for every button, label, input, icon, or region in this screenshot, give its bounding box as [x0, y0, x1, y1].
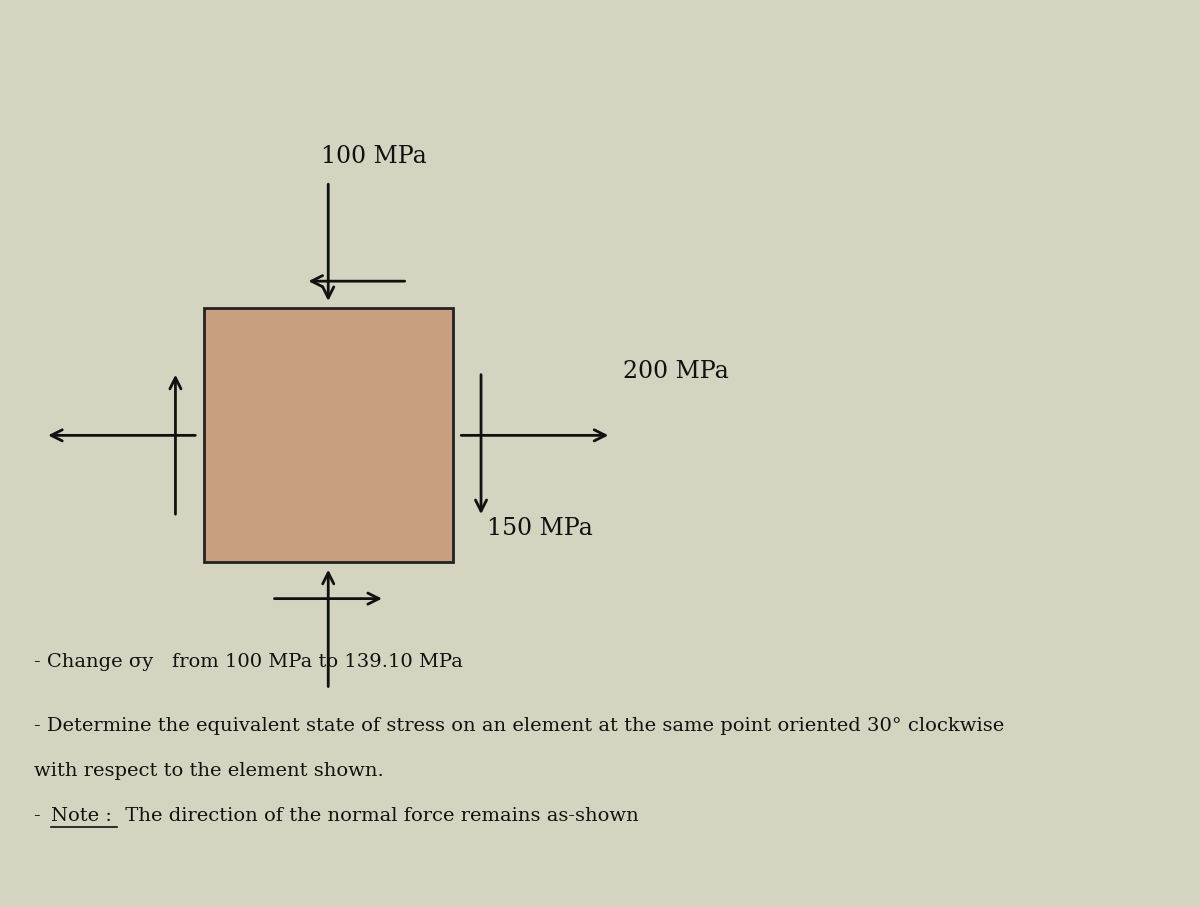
Text: The direction of the normal force remains as-shown: The direction of the normal force remain… — [119, 807, 638, 825]
Text: 200 MPa: 200 MPa — [623, 360, 728, 384]
Text: 100 MPa: 100 MPa — [320, 145, 426, 168]
Bar — [204, 308, 452, 562]
Text: -: - — [34, 807, 47, 825]
Text: with respect to the element shown.: with respect to the element shown. — [34, 762, 384, 780]
Text: - Determine the equivalent state of stress on an element at the same point orien: - Determine the equivalent state of stre… — [34, 717, 1004, 735]
Text: - Change σy   from 100 MPa to 139.10 MPa: - Change σy from 100 MPa to 139.10 MPa — [34, 653, 463, 671]
Text: 150 MPa: 150 MPa — [487, 517, 593, 540]
Text: Note :: Note : — [50, 807, 112, 825]
